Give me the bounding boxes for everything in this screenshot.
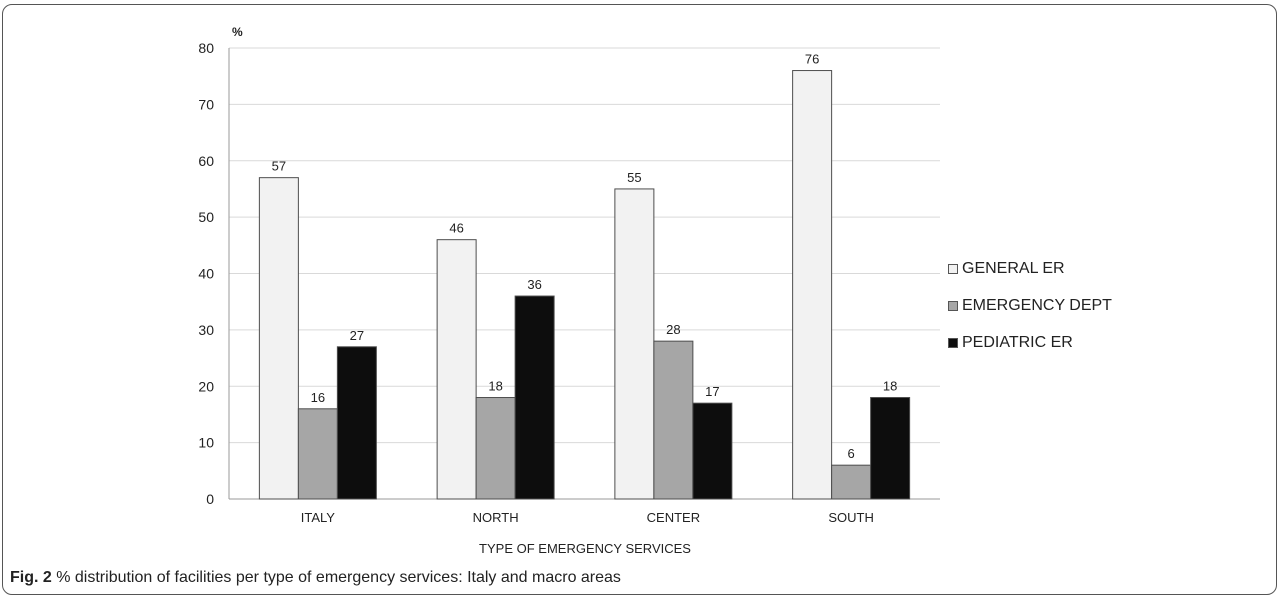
data-label: 55 xyxy=(627,170,641,185)
bar xyxy=(258,177,299,500)
labels: 0 10 20 30 40 50 60 70 80 57 16 27 ITALY 46 18 36 NORTH 5… xyxy=(198,40,897,525)
figure-frame xyxy=(2,4,1277,595)
y-tick-label: 20 xyxy=(198,378,214,394)
x-tick-label: SOUTH xyxy=(828,510,874,525)
bar xyxy=(336,346,377,500)
data-label: 76 xyxy=(805,52,819,67)
data-label: 17 xyxy=(705,384,719,399)
legend-label: EMERGENCY DEPT xyxy=(962,296,1112,314)
data-label: 57 xyxy=(272,159,286,174)
legend-swatch xyxy=(948,300,958,311)
x-axis-label: TYPE OF EMERGENCY SERVICES xyxy=(479,541,691,556)
bar xyxy=(297,408,338,500)
bar xyxy=(514,295,555,500)
bar xyxy=(692,402,733,500)
y-tick-label: 10 xyxy=(198,435,214,451)
legend: GENERAL ER EMERGENCY DEPT PEDIATRIC ER xyxy=(948,250,1112,361)
data-label: 28 xyxy=(666,322,680,337)
data-label: 16 xyxy=(311,390,325,405)
y-tick-label: 0 xyxy=(206,491,214,507)
y-tick-label: 30 xyxy=(198,322,214,338)
y-axis-label: % xyxy=(232,25,243,39)
bar xyxy=(614,188,655,500)
data-label: 36 xyxy=(527,277,541,292)
bar xyxy=(870,397,911,500)
bar xyxy=(475,397,516,500)
legend-swatch xyxy=(948,337,958,348)
y-tick-label: 40 xyxy=(198,266,214,282)
y-tick-label: 50 xyxy=(198,209,214,225)
x-tick-label: CENTER xyxy=(647,510,700,525)
x-tick-label: NORTH xyxy=(473,510,519,525)
data-label: 27 xyxy=(350,328,364,343)
data-label: 46 xyxy=(449,221,463,236)
legend-item: PEDIATRIC ER xyxy=(948,324,1112,361)
y-tick-label: 80 xyxy=(198,40,214,56)
legend-label: PEDIATRIC ER xyxy=(962,333,1073,351)
bars xyxy=(258,70,911,500)
legend-label: GENERAL ER xyxy=(962,259,1065,277)
legend-item: EMERGENCY DEPT xyxy=(948,287,1112,324)
bar xyxy=(436,239,477,500)
data-label: 18 xyxy=(488,379,502,394)
bar xyxy=(831,464,872,500)
caption-label: Fig. 2 xyxy=(10,569,52,586)
gridlines xyxy=(229,47,940,444)
legend-item: GENERAL ER xyxy=(948,250,1112,287)
bar xyxy=(792,70,833,500)
data-label: 18 xyxy=(883,379,897,394)
figure-caption: Fig. 2 % distribution of facilities per … xyxy=(10,569,621,587)
y-tick-label: 70 xyxy=(198,96,214,112)
caption-text: % distribution of facilities per type of… xyxy=(56,569,621,586)
x-tick-label: ITALY xyxy=(301,510,336,525)
bar xyxy=(653,340,694,500)
legend-swatch xyxy=(948,263,958,274)
y-tick-label: 60 xyxy=(198,153,214,169)
data-label: 6 xyxy=(848,446,855,461)
